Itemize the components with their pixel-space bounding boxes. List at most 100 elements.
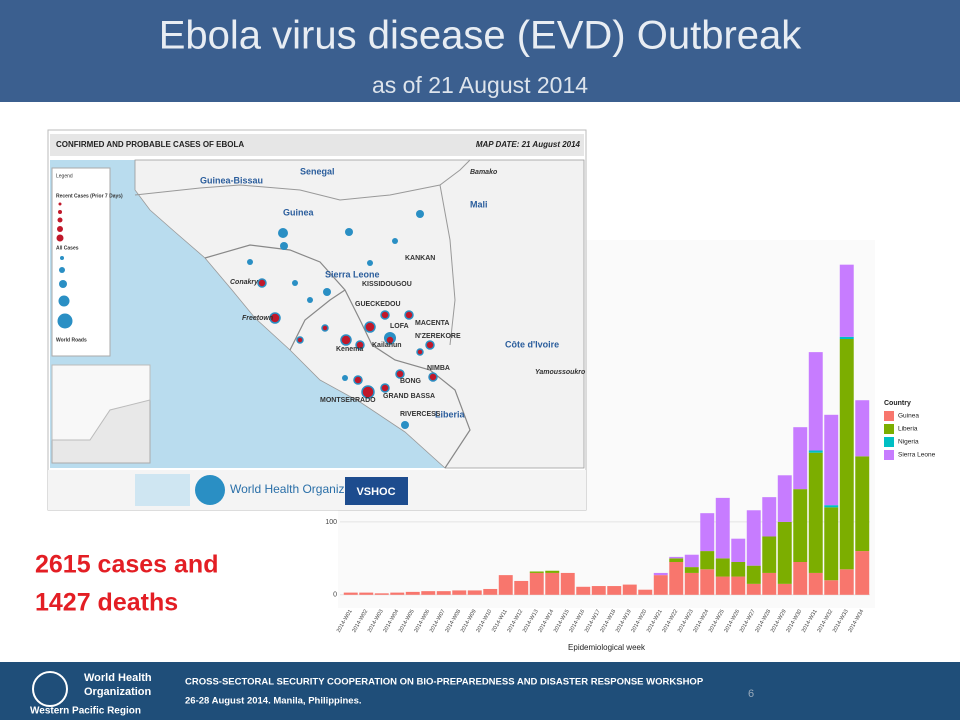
country-label: Mali bbox=[470, 199, 488, 209]
footer-org: Organization bbox=[84, 686, 152, 698]
country-label: Côte d'Ivoire bbox=[505, 339, 559, 349]
bar-segment bbox=[715, 558, 730, 577]
legend-label: Guinea bbox=[898, 413, 919, 420]
footer-org: World Health bbox=[84, 672, 152, 684]
city-label: MONTSERRADO bbox=[320, 397, 376, 404]
bar-segment bbox=[793, 427, 808, 490]
subtitle: as of 21 August 2014 bbox=[372, 72, 588, 98]
bar-segment bbox=[731, 538, 746, 563]
bar-segment bbox=[436, 591, 451, 595]
bar-segment bbox=[359, 592, 374, 595]
bar-segment bbox=[622, 584, 637, 595]
bar-segment bbox=[669, 556, 684, 559]
who-emblem bbox=[195, 475, 225, 505]
bar-segment bbox=[731, 576, 746, 595]
bar-segment bbox=[343, 592, 358, 595]
bar-segment bbox=[715, 576, 730, 595]
city-label: LOFA bbox=[390, 323, 409, 330]
x-axis-label: Epidemiological week bbox=[568, 643, 646, 652]
y-tick-label: 0 bbox=[333, 592, 337, 599]
header-band bbox=[0, 0, 960, 102]
city-label: Kailahun bbox=[372, 342, 402, 349]
city-label: KANKAN bbox=[405, 255, 435, 262]
city-label: GRAND BASSA bbox=[383, 393, 435, 400]
bar-segment bbox=[545, 570, 560, 573]
city-label: Conakry bbox=[230, 279, 259, 286]
map-legend-text: World Roads bbox=[56, 337, 87, 343]
bar-segment bbox=[715, 497, 730, 559]
legend-key bbox=[884, 437, 894, 447]
bar-segment bbox=[529, 572, 544, 595]
bar-segment bbox=[591, 586, 606, 595]
bar-segment bbox=[483, 588, 498, 595]
bar-segment bbox=[421, 591, 436, 595]
recent-dots bbox=[257, 278, 438, 399]
country-label: Guinea bbox=[283, 207, 315, 217]
footer-region: Western Pacific Region bbox=[30, 706, 141, 717]
legend-title: Country bbox=[884, 400, 911, 407]
border bbox=[299, 159, 471, 201]
bar-segment bbox=[638, 589, 653, 595]
legend-dots bbox=[56, 202, 64, 242]
bar-segment bbox=[793, 562, 808, 595]
bar-segment bbox=[700, 569, 715, 595]
bar-segment bbox=[684, 572, 699, 595]
bar-segment bbox=[793, 489, 808, 563]
bar-segment bbox=[669, 562, 684, 595]
footer-band bbox=[0, 662, 960, 720]
bar-segment bbox=[607, 586, 622, 595]
inset-land bbox=[51, 364, 151, 441]
border bbox=[289, 289, 346, 351]
callout: 2615 cases and bbox=[35, 551, 218, 579]
map-legend-text: All Cases bbox=[56, 245, 79, 251]
map: CONFIRMED AND PROBABLE CASES OF EBOLA MA… bbox=[47, 129, 587, 511]
bar-segment bbox=[808, 352, 823, 451]
bar-segment bbox=[808, 452, 823, 573]
bar-segment bbox=[746, 510, 761, 566]
bar-segment bbox=[653, 572, 668, 576]
bar-segment bbox=[653, 575, 668, 595]
title: Ebola virus disease (EVD) Outbreak bbox=[159, 14, 803, 58]
city-label: NIMBA bbox=[427, 365, 450, 372]
footer-emblem bbox=[32, 671, 68, 707]
bar-segment bbox=[684, 554, 699, 568]
bar-segment bbox=[514, 580, 529, 595]
country-label: Liberia bbox=[435, 409, 466, 419]
map-title: CONFIRMED AND PROBABLE CASES OF EBOLA bbox=[56, 140, 244, 149]
city-label: KISSIDOUGOU bbox=[362, 281, 412, 288]
city-label: Yamoussoukro bbox=[535, 369, 586, 376]
legend-key bbox=[884, 424, 894, 434]
country-label: Sierra Leone bbox=[325, 269, 380, 279]
legend-label: Liberia bbox=[898, 426, 918, 433]
bar-segment bbox=[390, 592, 405, 595]
city-label: Bamako bbox=[470, 169, 498, 176]
bar-segment bbox=[731, 562, 746, 577]
bar-segment bbox=[467, 590, 482, 595]
bar-segment bbox=[762, 497, 777, 537]
city-label: Kenema bbox=[336, 346, 363, 353]
bar-segment bbox=[669, 558, 684, 563]
bar-segment bbox=[808, 450, 823, 453]
legend-key bbox=[884, 411, 894, 421]
bar-segment bbox=[560, 572, 575, 595]
x-tick-label: 2014-W34 bbox=[847, 609, 865, 634]
bar-segment bbox=[824, 505, 839, 508]
bar-segment bbox=[855, 456, 870, 552]
bar-segment bbox=[824, 507, 839, 581]
city-label: N'ZEREKORE bbox=[415, 333, 461, 340]
city-label: BONG bbox=[400, 378, 422, 385]
callout: 1427 deaths bbox=[35, 589, 178, 617]
bar-segment bbox=[777, 583, 792, 595]
bar-segment bbox=[684, 567, 699, 573]
who-name: World Health Organization bbox=[230, 482, 371, 496]
bar-segment bbox=[824, 414, 839, 506]
bar-segment bbox=[855, 551, 870, 595]
bar-segment bbox=[452, 590, 467, 595]
bar-segment bbox=[839, 264, 854, 337]
bar-segment bbox=[855, 400, 870, 457]
world-icon bbox=[135, 474, 190, 506]
map-title-bar bbox=[50, 134, 584, 156]
bar-segment bbox=[839, 336, 854, 340]
legend-label: Sierra Leone bbox=[898, 452, 936, 459]
bar-segment bbox=[839, 569, 854, 595]
